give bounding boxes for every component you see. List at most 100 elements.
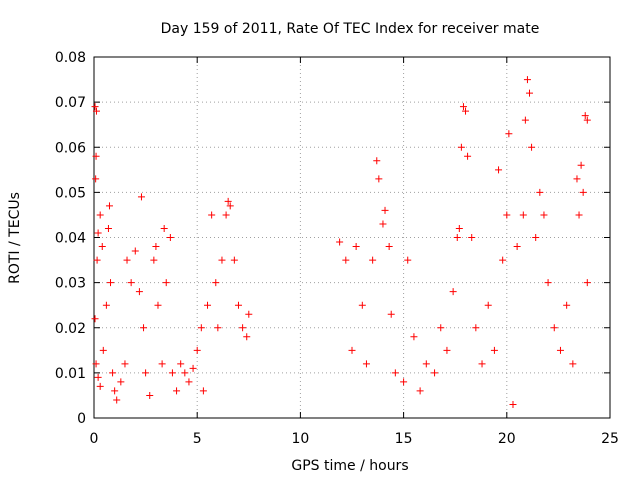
data-point bbox=[185, 378, 193, 386]
y-axis-label: ROTI / TECUs bbox=[7, 192, 23, 284]
data-point bbox=[583, 116, 591, 124]
data-point bbox=[162, 279, 170, 287]
data-point bbox=[550, 324, 558, 332]
y-tick-label: 0.08 bbox=[55, 50, 86, 66]
data-point bbox=[239, 324, 247, 332]
data-point bbox=[410, 333, 418, 341]
data-point bbox=[462, 107, 470, 115]
data-point bbox=[523, 76, 531, 84]
data-point bbox=[111, 387, 119, 395]
data-point bbox=[544, 279, 552, 287]
data-point bbox=[94, 229, 102, 237]
x-tick-label: 15 bbox=[395, 431, 413, 447]
data-point bbox=[92, 107, 100, 115]
y-tick-label: 0.02 bbox=[55, 321, 86, 337]
data-point bbox=[369, 256, 377, 264]
data-point bbox=[234, 301, 242, 309]
y-tick-label: 0.07 bbox=[55, 95, 86, 111]
data-point bbox=[519, 211, 527, 219]
data-point bbox=[472, 324, 480, 332]
data-point bbox=[556, 346, 564, 354]
data-point bbox=[142, 369, 150, 377]
data-point bbox=[152, 243, 160, 251]
y-tick-label: 0 bbox=[77, 411, 86, 427]
data-point bbox=[230, 256, 238, 264]
data-point bbox=[181, 369, 189, 377]
y-tick-label: 0.06 bbox=[55, 140, 86, 156]
data-point bbox=[400, 378, 408, 386]
data-point bbox=[459, 103, 467, 111]
data-point bbox=[173, 387, 181, 395]
data-point bbox=[468, 234, 476, 241]
data-point bbox=[569, 360, 577, 368]
data-point bbox=[168, 369, 176, 377]
data-point bbox=[105, 202, 113, 210]
data-point bbox=[521, 116, 529, 124]
data-point bbox=[245, 310, 253, 318]
data-point bbox=[166, 234, 174, 241]
data-point bbox=[478, 360, 486, 368]
data-point bbox=[189, 364, 197, 372]
data-point bbox=[150, 256, 158, 264]
data-point bbox=[443, 346, 451, 354]
data-point bbox=[336, 238, 344, 246]
data-point bbox=[102, 301, 110, 309]
data-point bbox=[391, 369, 399, 377]
data-point bbox=[385, 243, 393, 251]
data-point bbox=[375, 175, 383, 183]
data-point bbox=[137, 193, 145, 201]
data-point bbox=[117, 378, 125, 386]
x-tick-label: 5 bbox=[193, 431, 202, 447]
data-point bbox=[154, 301, 162, 309]
data-point bbox=[96, 382, 104, 390]
data-point bbox=[109, 369, 117, 377]
x-tick-label: 10 bbox=[291, 431, 309, 447]
x-tick-label: 20 bbox=[498, 431, 516, 447]
data-point bbox=[91, 103, 99, 111]
data-point bbox=[583, 279, 591, 287]
data-point bbox=[107, 279, 115, 287]
data-point bbox=[123, 256, 131, 264]
data-point bbox=[484, 301, 492, 309]
data-point bbox=[573, 175, 581, 183]
data-point bbox=[93, 256, 101, 264]
data-point bbox=[505, 130, 513, 138]
x-axis-label: GPS time / hours bbox=[291, 458, 408, 474]
data-point bbox=[532, 234, 540, 241]
data-point bbox=[92, 360, 100, 368]
chart-title: Day 159 of 2011, Rate Of TEC Index for r… bbox=[161, 21, 540, 37]
data-point bbox=[495, 166, 503, 174]
data-point bbox=[449, 288, 457, 296]
data-point bbox=[453, 234, 461, 241]
data-point bbox=[226, 202, 234, 210]
data-point bbox=[204, 301, 212, 309]
data-point bbox=[131, 247, 139, 255]
data-point bbox=[513, 243, 521, 251]
x-tick-label: 25 bbox=[601, 431, 619, 447]
data-point bbox=[352, 243, 360, 251]
data-point bbox=[373, 157, 381, 165]
data-point bbox=[490, 346, 498, 354]
data-point bbox=[536, 188, 544, 196]
data-point bbox=[96, 211, 104, 219]
data-point bbox=[214, 324, 222, 332]
data-point bbox=[140, 324, 148, 332]
data-point bbox=[577, 161, 585, 169]
axis-ticks: 0 5 10 15 20 25 0 0.01 0.02 0.03 0.04 0.05 0.06 0.07 0… bbox=[55, 50, 619, 447]
data-point bbox=[563, 301, 571, 309]
data-point bbox=[121, 360, 129, 368]
data-point bbox=[362, 360, 370, 368]
data-point bbox=[146, 391, 154, 399]
data-point bbox=[104, 224, 112, 232]
data-point bbox=[199, 387, 207, 395]
data-point bbox=[526, 89, 534, 97]
data-point bbox=[503, 211, 511, 219]
data-point bbox=[92, 175, 100, 183]
data-point bbox=[348, 346, 356, 354]
data-point bbox=[379, 220, 387, 228]
y-tick-label: 0.03 bbox=[55, 276, 86, 292]
data-point bbox=[127, 279, 135, 287]
data-points bbox=[91, 76, 591, 408]
data-point bbox=[193, 346, 201, 354]
